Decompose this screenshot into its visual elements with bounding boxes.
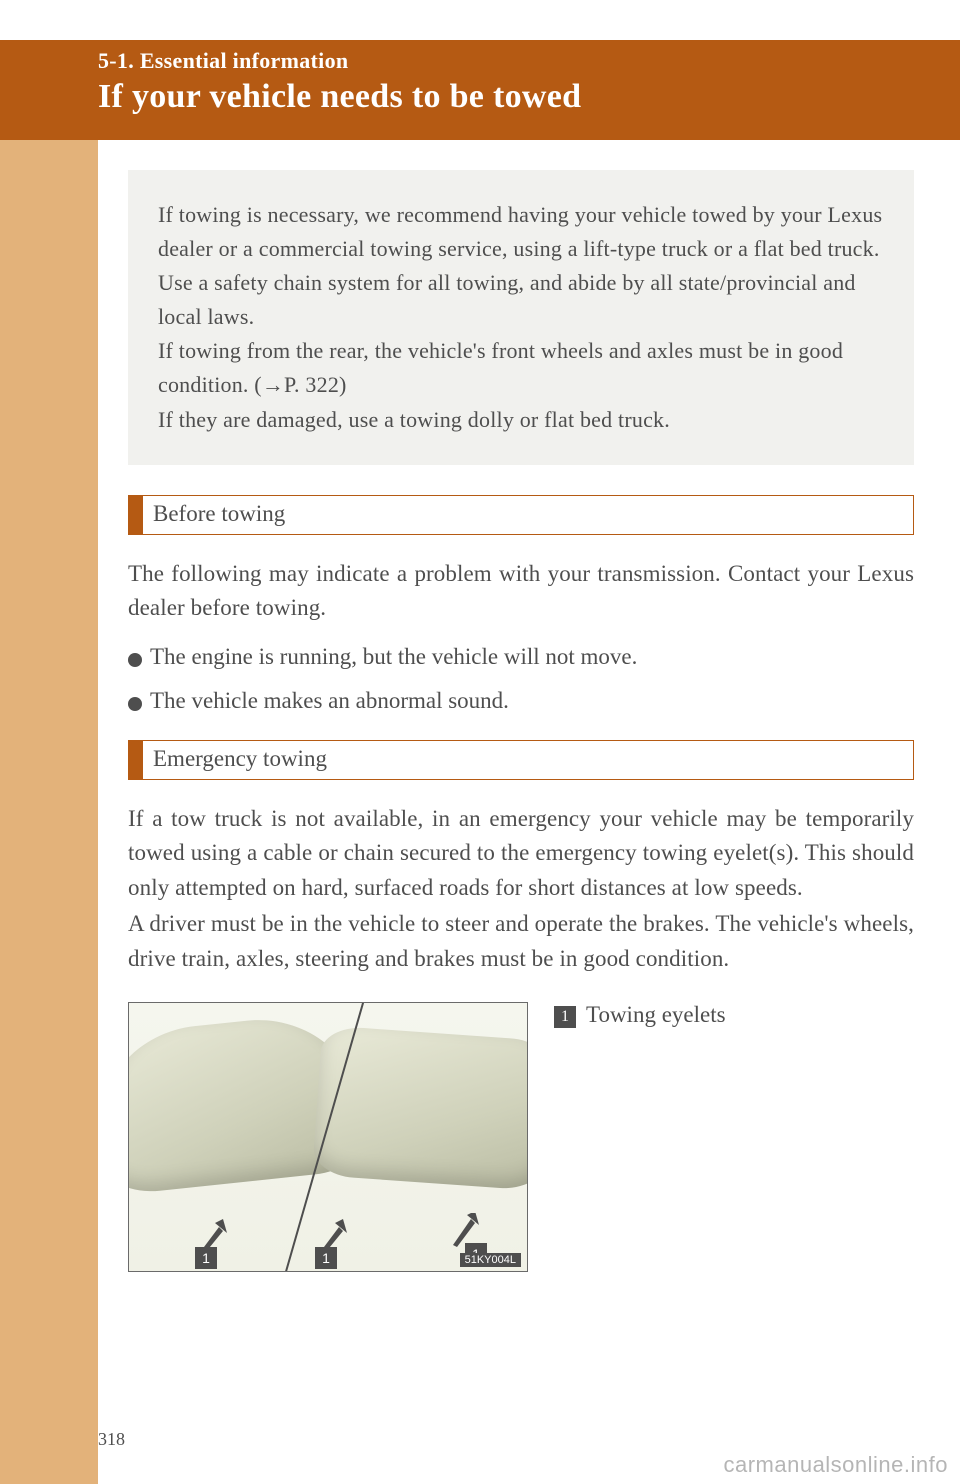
bullet-2: The vehicle makes an abnormal sound.	[128, 688, 914, 714]
callout-1: 1	[195, 1247, 217, 1269]
intro-p3: If towing from the rear, the vehicle's f…	[158, 334, 884, 402]
bullet-text: The vehicle makes an abnormal sound.	[150, 688, 509, 714]
intro-p1: If towing is necessary, we recommend hav…	[158, 198, 884, 266]
callout-1: 1	[315, 1247, 337, 1269]
intro-p2: Use a safety chain system for all towing…	[158, 266, 884, 334]
heading-bar-icon	[129, 496, 143, 534]
section-number: 5-1. Essential information	[98, 48, 960, 74]
section-heading-before: Before towing	[128, 495, 914, 535]
bullet-1: The engine is running, but the vehicle w…	[128, 644, 914, 670]
intro-p4: If they are damaged, use a towing dolly …	[158, 403, 884, 437]
arrow-icon	[449, 1213, 483, 1247]
heading-label: Before towing	[143, 496, 913, 534]
heading-label: Emergency towing	[143, 741, 913, 779]
legend-text: Towing eyelets	[586, 1002, 726, 1272]
page-title: If your vehicle needs to be towed	[98, 78, 960, 116]
section-heading-emergency: Emergency towing	[128, 740, 914, 780]
left-margin-strip	[0, 140, 98, 1484]
bullet-dot-icon	[128, 653, 142, 667]
watermark: carmanualsonline.info	[723, 1452, 948, 1478]
emergency-p2: A driver must be in the vehicle to steer…	[128, 907, 914, 976]
content-area: If towing is necessary, we recommend hav…	[128, 170, 914, 1272]
header-band: 5-1. Essential information If your vehic…	[0, 40, 960, 140]
intro-box: If towing is necessary, we recommend hav…	[128, 170, 914, 465]
emergency-p1: If a tow truck is not available, in an e…	[128, 802, 914, 906]
figure-legend: 1 Towing eyelets	[554, 1002, 726, 1272]
car-rear-illustration	[312, 1025, 528, 1191]
manual-page: 5-1. Essential information If your vehic…	[0, 0, 960, 1484]
before-lead: The following may indicate a problem wit…	[128, 557, 914, 626]
bullet-text: The engine is running, but the vehicle w…	[150, 644, 637, 670]
figure-code: 51KY004L	[460, 1253, 521, 1267]
figure-row: 1 1 1 51KY004L 1 Towing eyelets	[128, 1002, 914, 1272]
page-number: 318	[98, 1429, 125, 1450]
heading-bar-icon	[129, 741, 143, 779]
towing-eyelets-figure: 1 1 1 51KY004L	[128, 1002, 528, 1272]
bullet-dot-icon	[128, 697, 142, 711]
legend-number-box: 1	[554, 1006, 576, 1028]
